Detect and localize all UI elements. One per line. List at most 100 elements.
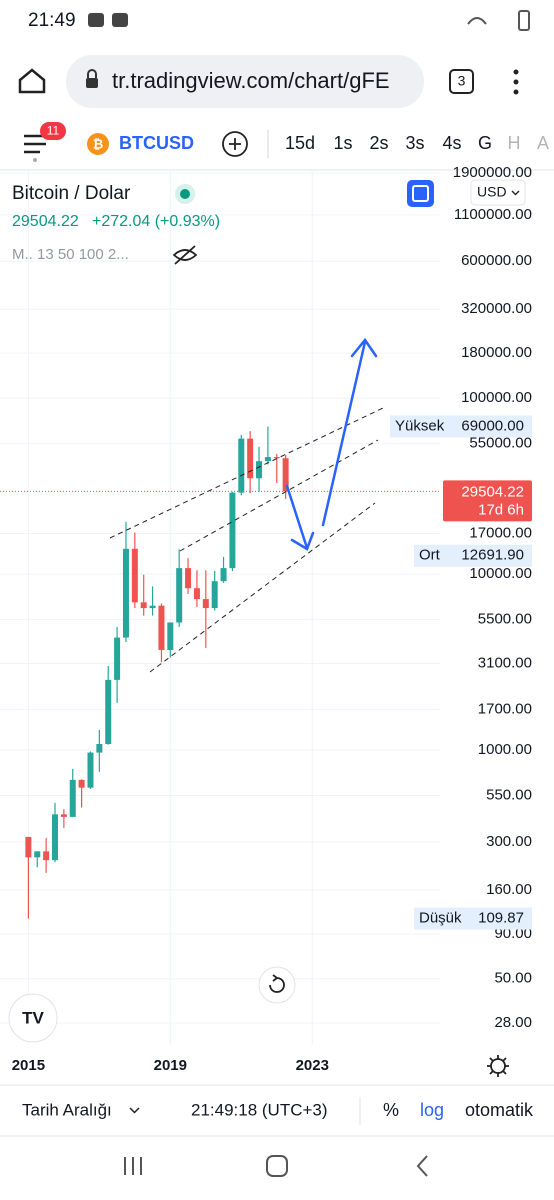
y-tick-label: 300.00: [486, 833, 532, 850]
tv-logo-glyph: TV: [22, 1008, 44, 1027]
interval[interactable]: 15d: [285, 133, 315, 153]
dropdown-caret: [511, 190, 520, 196]
candle-body: [256, 461, 263, 479]
market-status: [180, 189, 190, 199]
candle-body: [158, 605, 165, 650]
candle-body: [69, 779, 76, 817]
candle-body: [87, 752, 94, 788]
candle-body: [167, 622, 174, 650]
candle-body: [238, 438, 245, 493]
stat-value: 109.87: [478, 910, 524, 927]
candle-body: [229, 492, 236, 569]
interval[interactable]: G: [478, 133, 492, 153]
btc-icon: [87, 133, 109, 155]
currency: USD: [477, 184, 507, 200]
add-symbol[interactable]: [222, 131, 248, 157]
status-time: 21:49: [28, 10, 76, 31]
nav-home[interactable]: [266, 1155, 288, 1177]
settings-button[interactable]: [487, 1055, 509, 1077]
intervals: 15d 1s 2s 3s 4s G H A: [285, 133, 549, 153]
price-countdown: 17d 6h: [478, 501, 524, 518]
trend-channel: [109, 407, 384, 673]
lock-icon: [86, 78, 98, 88]
menu-dot[interactable]: [513, 69, 519, 75]
interval[interactable]: 3s: [405, 133, 424, 153]
add-symbol: [229, 138, 241, 150]
chart-title: Bitcoin / Dolar: [12, 183, 131, 204]
url-bar[interactable]: [66, 55, 424, 108]
menu-button[interactable]: [24, 134, 46, 154]
interval[interactable]: 2s: [369, 133, 388, 153]
interval[interactable]: H: [508, 133, 521, 153]
candle-body: [282, 458, 289, 492]
tabs-button[interactable]: [449, 69, 474, 94]
nav-back[interactable]: [416, 1155, 428, 1177]
y-tick-label: 10000.00: [469, 565, 532, 582]
price-label-box: [443, 480, 532, 522]
candle-body: [131, 548, 138, 603]
y-tick-label: 55000.00: [469, 435, 532, 452]
candle-body: [140, 602, 147, 609]
candle-body: [78, 779, 85, 788]
badge-count: 11: [47, 124, 60, 138]
badge: [40, 122, 66, 140]
candle-body: [52, 814, 58, 861]
hide-icon[interactable]: [172, 245, 198, 265]
x-tick-label: 2019: [154, 1057, 187, 1074]
auto-toggle[interactable]: otomatik: [465, 1100, 534, 1120]
status-icon: [88, 13, 104, 27]
url[interactable]: tr.tradingview.com/chart/gFE: [112, 68, 390, 93]
stat-name: Yüksek: [395, 417, 445, 434]
interval[interactable]: 1s: [333, 133, 352, 153]
candle-body: [60, 814, 67, 817]
last-price: 29504.22: [12, 213, 79, 230]
candle-body: [25, 836, 32, 858]
stat-label-box: [414, 907, 532, 930]
home-button[interactable]: [18, 68, 46, 94]
y-tick-label: 50.00: [494, 970, 532, 987]
y-tick-label: 100000.00: [461, 389, 532, 406]
fullscreen-button[interactable]: [407, 180, 434, 207]
y-tick-label: 1700.00: [478, 700, 532, 717]
date-range[interactable]: Tarih Aralığı: [22, 1100, 112, 1119]
wifi: [467, 17, 487, 25]
stat-name: Ort: [419, 547, 441, 564]
reset-button[interactable]: [258, 966, 296, 1004]
log-toggle[interactable]: log: [420, 1100, 444, 1120]
y-tick-label: 600000.00: [461, 252, 532, 269]
y-tick-label: 1100000.00: [454, 206, 532, 223]
interval[interactable]: 4s: [442, 133, 461, 153]
y-tick-label: 320000.00: [461, 300, 532, 317]
menu-dot[interactable]: [513, 79, 519, 85]
percent-toggle[interactable]: %: [383, 1100, 399, 1120]
candle-body: [202, 599, 209, 609]
reset-icon: [269, 974, 285, 993]
stat-label-box: [390, 415, 532, 438]
stat-value: 69000.00: [461, 417, 524, 434]
candle-body: [34, 851, 41, 858]
tv-logo[interactable]: [8, 993, 58, 1043]
indicators[interactable]: M.. 13 50 100 2...: [12, 246, 129, 263]
forecast-arrows: [285, 337, 378, 551]
menu-dot[interactable]: [513, 89, 519, 95]
price-label: 29504.22: [461, 483, 524, 500]
candle-body: [273, 457, 280, 459]
candle-body: [149, 605, 156, 609]
y-tick-label: 1900000.00: [453, 164, 532, 181]
nav-recents[interactable]: [124, 1157, 142, 1175]
btc-icon-glyph: ₿: [93, 136, 104, 151]
symbol[interactable]: BTCUSD: [119, 133, 194, 153]
tab-count: 3: [458, 73, 466, 89]
candle-body: [176, 568, 183, 623]
currency-select[interactable]: [470, 179, 526, 206]
candle-body: [105, 679, 112, 745]
candle-body: [114, 637, 121, 680]
fullscreen-icon: [412, 185, 429, 202]
interval[interactable]: A: [537, 133, 549, 153]
candle-body: [122, 548, 129, 638]
candle-body: [220, 568, 227, 582]
y-tick-label: 17000.00: [469, 524, 532, 541]
status-icon: [112, 13, 128, 27]
